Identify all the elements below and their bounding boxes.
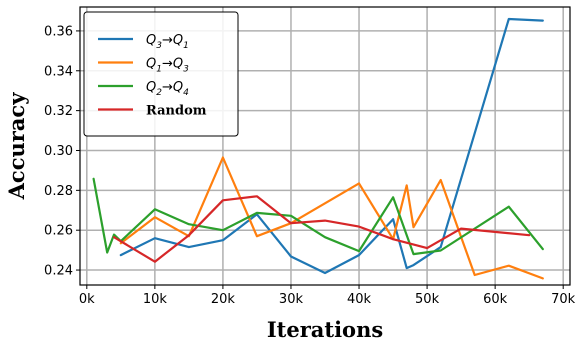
- y-ticks: 0.24 0.26 0.28 0.30 0.32 0.34 0.36: [44, 24, 80, 279]
- y-tick-label: 0.28: [44, 184, 73, 199]
- legend-label-part: Q: [146, 57, 156, 72]
- y-tick-label: 0.26: [44, 224, 73, 239]
- legend-label-part: Q: [173, 80, 183, 95]
- y-tick-label: 0.24: [44, 264, 73, 279]
- legend-label-part: 3: [183, 65, 189, 75]
- legend-label-part: 3: [156, 41, 162, 51]
- legend-label-part: →: [162, 80, 173, 95]
- legend-label-part: Q: [173, 57, 183, 72]
- x-tick-label: 50k: [415, 292, 440, 307]
- legend-label-part: →: [162, 33, 173, 48]
- series-line-q2-q4: [92, 177, 544, 256]
- plot-frame: [79, 6, 571, 286]
- legend-box: [83, 11, 239, 137]
- legend-label-q1-q3: Q1→Q3: [146, 57, 189, 75]
- legend-label-part: 2: [156, 88, 162, 98]
- x-tick-label: 10k: [143, 292, 168, 307]
- legend-label-random: Random: [146, 104, 207, 119]
- y-axis-title: Accuracy: [4, 92, 29, 201]
- x-tick-label: 20k: [211, 292, 236, 307]
- legend-label-part: Q: [146, 33, 156, 48]
- x-ticks: 0k 10k 20k 30k 40k 50k 60k 70k: [79, 285, 576, 307]
- legend-label-q2-q4: Q2→Q4: [146, 80, 189, 98]
- x-tick-label: 40k: [347, 292, 372, 307]
- legend-label-part: Q: [146, 80, 156, 95]
- legend-label-part: Q: [173, 33, 183, 48]
- series-line-random: [112, 195, 531, 263]
- legend-label-part: 4: [183, 88, 189, 98]
- legend-label-q3-q1: Q3→Q1: [146, 33, 189, 51]
- y-tick-label: 0.30: [44, 144, 73, 159]
- x-tick-label: 60k: [483, 292, 508, 307]
- legend-label-part: 1: [156, 65, 162, 75]
- series-line-q1-q3: [119, 156, 544, 280]
- x-axis-title: Iterations: [267, 317, 383, 342]
- y-tick-label: 0.36: [44, 24, 73, 39]
- x-tick-label: 70k: [551, 292, 576, 307]
- legend-label-part: 1: [183, 41, 189, 51]
- x-tick-label: 0k: [79, 292, 95, 307]
- x-tick-label: 30k: [279, 292, 304, 307]
- y-tick-label: 0.32: [44, 104, 73, 119]
- series-lines: [92, 17, 544, 280]
- legend-label-part: →: [162, 57, 173, 72]
- y-tick-label: 0.34: [44, 64, 73, 79]
